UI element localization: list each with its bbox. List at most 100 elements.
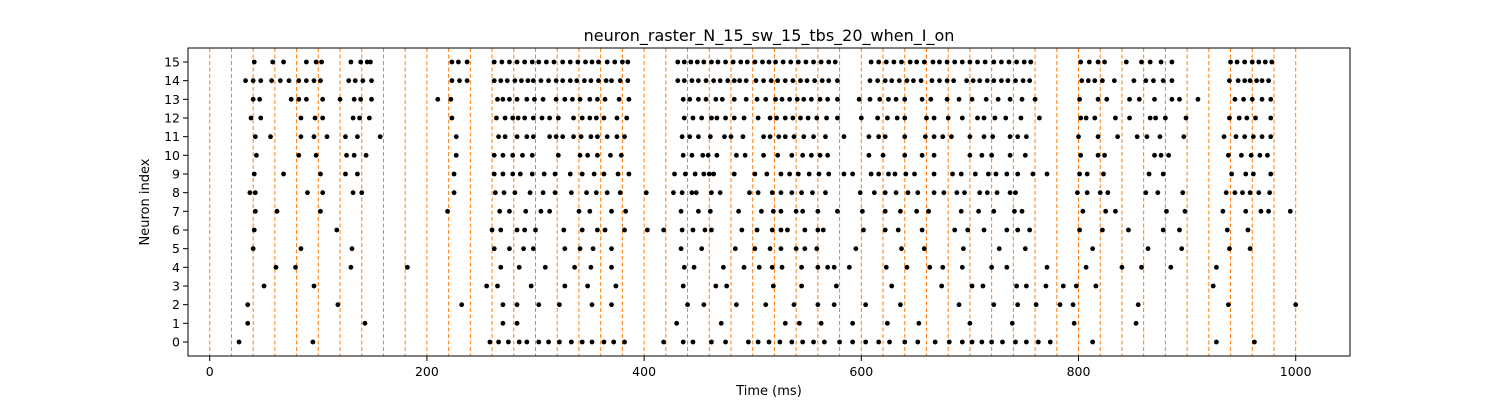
spike-dot bbox=[975, 59, 980, 65]
spike-dot bbox=[882, 190, 888, 196]
spike-dot bbox=[248, 115, 254, 121]
spike-dot bbox=[571, 134, 576, 140]
spike-dot bbox=[516, 264, 522, 270]
x-axis-ticks: 0 200 400 600 800 1000 bbox=[206, 356, 1312, 379]
spike-dot bbox=[491, 246, 497, 252]
spike-dot bbox=[252, 134, 258, 140]
spike-dot bbox=[514, 59, 520, 65]
spike-dot bbox=[1014, 283, 1019, 289]
spike-dot bbox=[587, 96, 593, 102]
spike-dot bbox=[1080, 208, 1086, 214]
spike-dot bbox=[1135, 302, 1141, 308]
spike-dot bbox=[902, 339, 908, 345]
spike-dot bbox=[1228, 59, 1233, 65]
spike-dot bbox=[617, 78, 623, 84]
spike-dot bbox=[899, 246, 904, 252]
spike-dot bbox=[614, 134, 620, 140]
spike-dot bbox=[1004, 264, 1010, 270]
spike-dot bbox=[324, 134, 330, 140]
spike-dot bbox=[1233, 134, 1239, 140]
spike-dot bbox=[532, 96, 537, 102]
spike-dot bbox=[919, 227, 925, 233]
spike-dot bbox=[337, 96, 343, 102]
spike-dot bbox=[680, 96, 686, 102]
spike-dot bbox=[799, 264, 804, 270]
spike-dot bbox=[707, 134, 713, 140]
spike-dot bbox=[1179, 246, 1185, 252]
spike-dot bbox=[595, 152, 600, 158]
spike-dot bbox=[691, 264, 697, 270]
spike-dot bbox=[893, 96, 899, 102]
spike-dot bbox=[349, 246, 355, 252]
spike-dot bbox=[717, 190, 723, 196]
spike-dot bbox=[1252, 339, 1257, 345]
spike-dot bbox=[775, 152, 781, 158]
spike-dot bbox=[505, 339, 511, 345]
spike-dot bbox=[1287, 208, 1293, 214]
spike-dot bbox=[1083, 115, 1089, 121]
spike-dot bbox=[274, 208, 280, 214]
spike-dot bbox=[734, 302, 739, 308]
spike-dot bbox=[514, 96, 520, 102]
spike-dot bbox=[1071, 320, 1077, 326]
spike-dot bbox=[1115, 134, 1120, 140]
spike-dot bbox=[713, 283, 719, 289]
spike-dot bbox=[1195, 96, 1201, 102]
spike-dot bbox=[536, 302, 542, 308]
spike-dot bbox=[491, 59, 497, 65]
spike-dot bbox=[1250, 134, 1256, 140]
spike-dot bbox=[970, 78, 976, 84]
spike-dot bbox=[707, 208, 713, 214]
spike-dot bbox=[804, 78, 810, 84]
spike-dot bbox=[944, 96, 950, 102]
spike-dot bbox=[965, 227, 971, 233]
spike-dot bbox=[857, 190, 863, 196]
spike-dot bbox=[1214, 264, 1219, 270]
spike-dot bbox=[553, 134, 559, 140]
spike-dot bbox=[1158, 59, 1164, 65]
spike-dot bbox=[1044, 264, 1050, 270]
spike-dot bbox=[296, 78, 302, 84]
spike-dot bbox=[1268, 171, 1274, 177]
x-tick-label: 800 bbox=[1067, 364, 1091, 379]
spike-dot bbox=[1236, 115, 1242, 121]
spike-dot bbox=[576, 208, 582, 214]
spike-dot bbox=[769, 227, 775, 233]
spike-dot bbox=[601, 339, 607, 345]
spike-dot bbox=[778, 208, 784, 214]
spike-dot bbox=[1015, 134, 1021, 140]
spike-dot bbox=[1136, 96, 1142, 102]
spike-dot bbox=[959, 339, 965, 345]
spike-dot bbox=[1013, 339, 1018, 345]
spike-dot bbox=[583, 59, 588, 65]
spike-dot bbox=[902, 152, 908, 158]
spike-dot bbox=[774, 115, 779, 121]
spike-dot bbox=[675, 78, 681, 84]
spike-dot bbox=[1242, 78, 1248, 84]
spike-dot bbox=[1095, 134, 1101, 140]
spike-dot bbox=[507, 96, 512, 102]
spike-dot bbox=[643, 190, 649, 196]
spike-dot bbox=[895, 227, 901, 233]
spike-dot bbox=[699, 246, 705, 252]
spike-dot bbox=[814, 115, 820, 121]
spike-dot bbox=[562, 283, 568, 289]
spike-dot bbox=[495, 96, 500, 102]
spike-dot bbox=[861, 227, 866, 233]
spike-dot bbox=[1119, 264, 1125, 270]
spike-dot bbox=[1007, 134, 1013, 140]
spike-dot bbox=[1103, 208, 1109, 214]
spike-dot bbox=[754, 227, 760, 233]
spike-dot bbox=[863, 339, 869, 345]
spike-dot bbox=[689, 152, 695, 158]
spike-dot bbox=[350, 190, 356, 196]
spike-dot bbox=[814, 246, 820, 252]
spike-dot bbox=[1023, 134, 1029, 140]
spike-dot bbox=[815, 227, 821, 233]
spike-dot bbox=[992, 115, 998, 121]
spike-dot bbox=[803, 59, 809, 65]
spike-dot bbox=[622, 339, 627, 345]
spike-dot bbox=[825, 96, 831, 102]
spike-dot bbox=[769, 190, 775, 196]
